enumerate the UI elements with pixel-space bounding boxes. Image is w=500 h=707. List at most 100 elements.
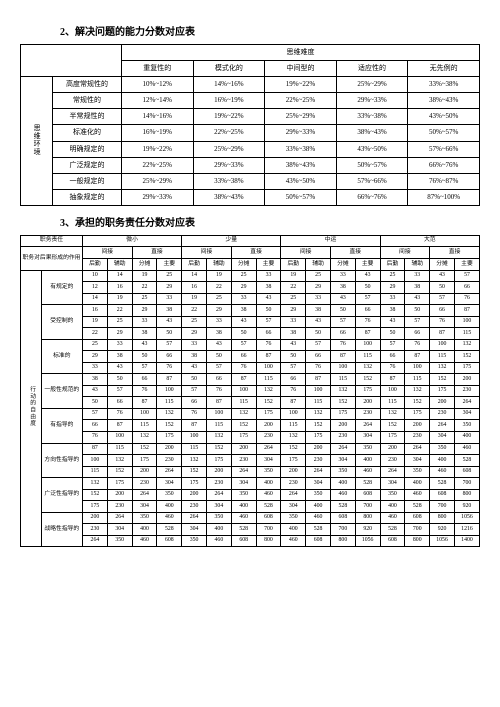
t2-cell: 50 <box>83 397 108 409</box>
t1-cell: 33%~38% <box>193 173 265 189</box>
t2-cell: 50 <box>330 305 355 317</box>
t2-cell: 230 <box>330 431 355 443</box>
t2-group-label-5: 方向性指导的 <box>41 443 82 478</box>
t2-cell: 350 <box>454 420 479 432</box>
t2-cell: 350 <box>157 489 182 501</box>
t2-cell: 29 <box>231 282 256 294</box>
t2-cell: 57 <box>206 362 231 374</box>
t2-cell: 700 <box>405 524 430 536</box>
t2-cell: 920 <box>355 524 380 536</box>
t1-cell: 43%~50% <box>265 173 337 189</box>
t1-col-4: 无先例的 <box>408 61 480 77</box>
t2-cell: 115 <box>355 351 380 363</box>
t2-cell: 87 <box>330 351 355 363</box>
t2-cell: 264 <box>430 420 455 432</box>
t2-cell: 460 <box>355 466 380 478</box>
t2-cell: 100 <box>405 362 430 374</box>
t2-cell: 38 <box>405 282 430 294</box>
t2-cell: 16 <box>182 282 207 294</box>
t2-cell: 460 <box>454 443 479 455</box>
t2-cell: 76 <box>380 362 405 374</box>
t2-cell: 43 <box>206 339 231 351</box>
t2-cell: 38 <box>281 328 306 340</box>
t2-cell: 200 <box>281 466 306 478</box>
t2-cell: 152 <box>132 443 157 455</box>
t1-cell: 29%~33% <box>265 125 337 141</box>
t2-cell: 19 <box>281 270 306 282</box>
t2-cell: 100 <box>206 408 231 420</box>
t2-cell: 264 <box>256 443 281 455</box>
t2-cell: 175 <box>182 478 207 490</box>
t2-cell: 12 <box>83 282 108 294</box>
t2-cell: 350 <box>405 466 430 478</box>
t2-sub-leaf: 分摊 <box>430 259 455 271</box>
t2-group-label-7: 战略性指导的 <box>41 512 82 547</box>
t1-cell: 66%~76% <box>336 189 408 205</box>
t2-cell: 800 <box>256 535 281 547</box>
t2-cell: 57 <box>107 385 132 397</box>
t2-cell: 50 <box>430 282 455 294</box>
t2-cell: 1056 <box>355 535 380 547</box>
t1-cell: 14%~16% <box>121 109 193 125</box>
t2-cell: 87 <box>231 374 256 386</box>
t2-cell: 57 <box>231 339 256 351</box>
t2-cell: 152 <box>107 466 132 478</box>
t2-cell: 76 <box>405 339 430 351</box>
t2-cell: 43 <box>182 362 207 374</box>
t1-cell: 10%~12% <box>121 77 193 93</box>
t2-cell: 76 <box>132 385 157 397</box>
t2-cell: 400 <box>281 524 306 536</box>
t2-cell: 33 <box>231 293 256 305</box>
t2-cell: 100 <box>306 385 331 397</box>
t2-cell: 115 <box>380 397 405 409</box>
t2-cell: 132 <box>132 431 157 443</box>
t2-cell: 608 <box>355 489 380 501</box>
t2-cell: 43 <box>83 385 108 397</box>
t1-cell: 22%~25% <box>193 125 265 141</box>
t2-cell: 43 <box>157 316 182 328</box>
t2-cell: 76 <box>83 431 108 443</box>
t2-cell: 1056 <box>454 512 479 524</box>
t2-cell: 175 <box>355 385 380 397</box>
t2-cell: 22 <box>107 305 132 317</box>
t2-sub-leaf: 辅助 <box>107 259 132 271</box>
t2-cell: 528 <box>355 478 380 490</box>
t2-cell: 57 <box>330 316 355 328</box>
t2-cell: 460 <box>256 489 281 501</box>
t2-cell: 608 <box>256 512 281 524</box>
t1-cell: 25%~29% <box>265 109 337 125</box>
t2-cell: 200 <box>454 374 479 386</box>
t2-cell: 132 <box>281 431 306 443</box>
t2-cell: 700 <box>430 501 455 513</box>
t1-cell: 19%~22% <box>265 77 337 93</box>
t2-cell: 528 <box>231 524 256 536</box>
t2-header-top: 职务责任 <box>21 235 83 247</box>
t1-cell: 16%~19% <box>193 93 265 109</box>
t2-sub-leaf: 后勤 <box>83 259 108 271</box>
t2-cell: 528 <box>405 501 430 513</box>
t2-cell: 304 <box>281 501 306 513</box>
t2-cell: 43 <box>107 362 132 374</box>
table-2: 职务责任微小少量中运大范职务对后果形成的作用间接直接间接直接间接直接间接直接后勤… <box>20 235 480 547</box>
t2-cell: 33 <box>107 339 132 351</box>
t2-cell: 57 <box>454 270 479 282</box>
t2-cell: 50 <box>306 328 331 340</box>
t2-cell: 460 <box>330 489 355 501</box>
t2-cell: 25 <box>206 293 231 305</box>
t2-cell: 152 <box>182 466 207 478</box>
t2-cell: 400 <box>157 501 182 513</box>
t2-cell: 100 <box>182 431 207 443</box>
t2-cell: 528 <box>380 524 405 536</box>
t2-cell: 25 <box>380 270 405 282</box>
t1-row-label-1: 常规性的 <box>53 93 122 109</box>
t2-cell: 304 <box>132 501 157 513</box>
t2-cell: 608 <box>454 466 479 478</box>
t2-cell: 16 <box>107 282 132 294</box>
t2-cell: 175 <box>430 385 455 397</box>
t2-cell: 43 <box>256 293 281 305</box>
t2-cell: 115 <box>306 397 331 409</box>
t2-cell: 19 <box>206 270 231 282</box>
t2-cell: 87 <box>182 420 207 432</box>
t2-cell: 152 <box>256 397 281 409</box>
t2-cell: 200 <box>206 466 231 478</box>
